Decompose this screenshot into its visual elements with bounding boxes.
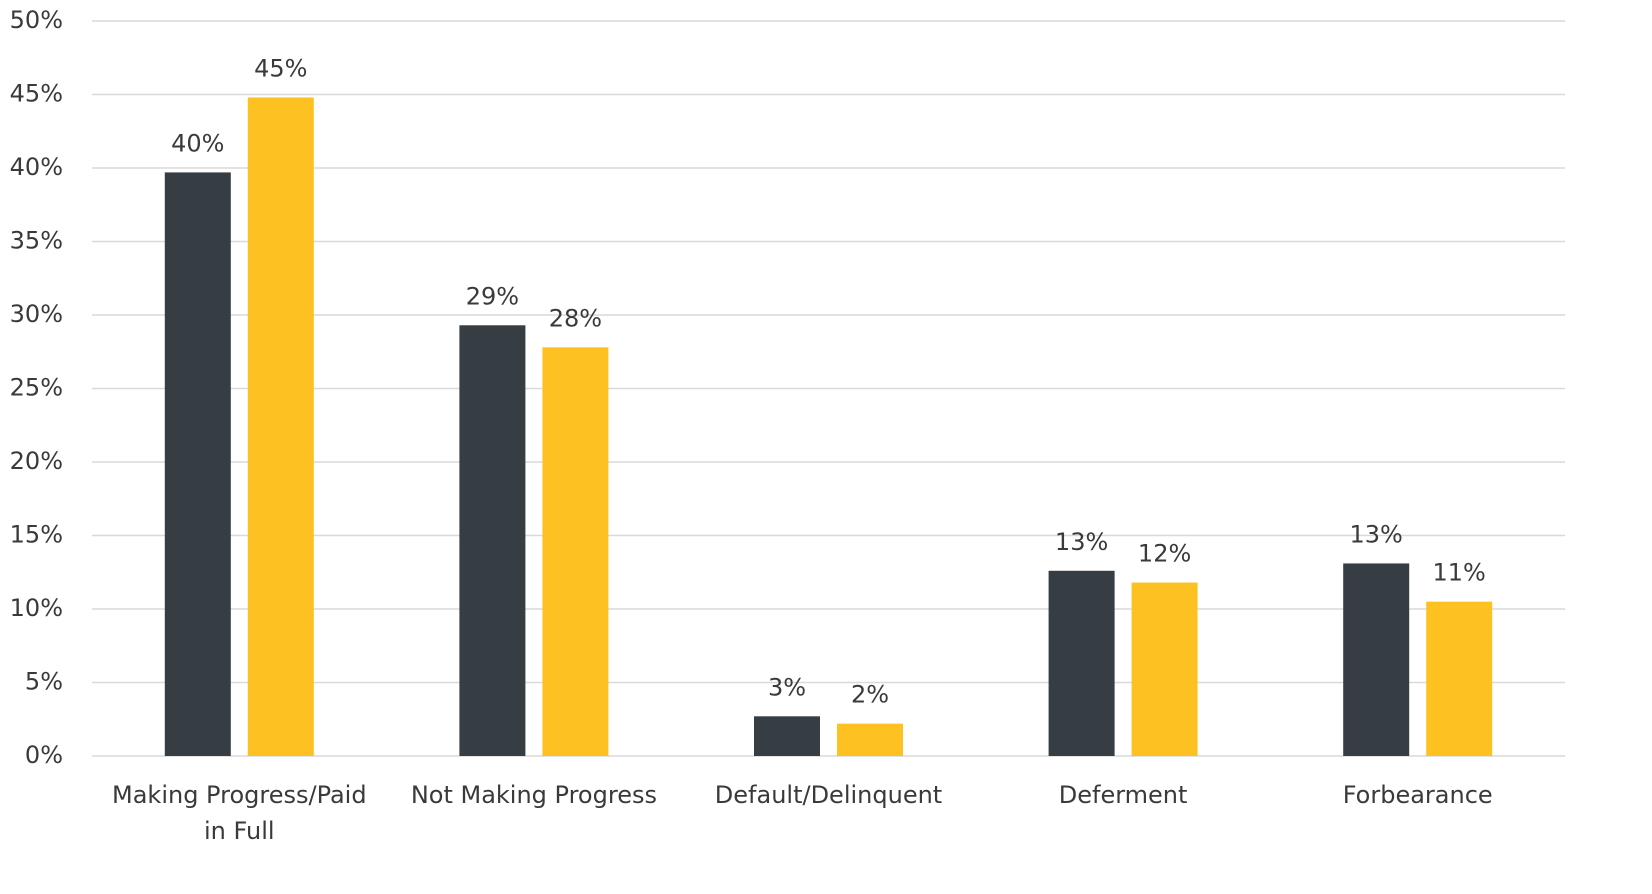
value-label: 13% xyxy=(1055,528,1108,556)
y-tick-label: 30% xyxy=(10,300,63,328)
bar xyxy=(1426,601,1493,756)
value-label: 29% xyxy=(466,282,519,310)
x-tick-label: Deferment xyxy=(1058,781,1188,809)
value-label: 40% xyxy=(171,129,224,157)
y-tick-label: 15% xyxy=(10,521,63,549)
bar xyxy=(1131,582,1198,756)
bar xyxy=(542,347,609,756)
bar xyxy=(754,716,820,756)
y-tick-label: 50% xyxy=(10,6,63,34)
bar xyxy=(164,172,231,756)
bar xyxy=(1343,563,1410,756)
x-tick-label: Forbearance xyxy=(1342,781,1493,809)
value-label: 45% xyxy=(254,54,307,82)
value-label: 13% xyxy=(1350,520,1403,548)
y-tick-label: 35% xyxy=(10,227,63,255)
value-label: 28% xyxy=(549,304,602,332)
y-tick-label: 45% xyxy=(10,80,63,108)
x-tick-label: Making Progress/Paid in Full xyxy=(112,781,367,845)
value-label: 3% xyxy=(768,673,806,701)
value-label: 11% xyxy=(1433,559,1486,587)
value-label: 12% xyxy=(1138,540,1191,568)
x-tick-label: Not Making Progress xyxy=(410,781,657,809)
bar xyxy=(459,325,526,756)
bar xyxy=(1048,570,1115,756)
x-tick-label: Default/Delinquent xyxy=(714,781,943,809)
y-tick-label: 25% xyxy=(10,374,63,402)
y-tick-label: 0% xyxy=(25,741,63,769)
y-tick-label: 20% xyxy=(10,447,63,475)
y-tick-label: 10% xyxy=(10,594,63,622)
bar xyxy=(837,723,903,756)
value-label: 2% xyxy=(851,681,889,709)
y-tick-label: 5% xyxy=(25,668,63,696)
y-tick-label: 40% xyxy=(10,153,63,181)
bar xyxy=(247,97,314,756)
